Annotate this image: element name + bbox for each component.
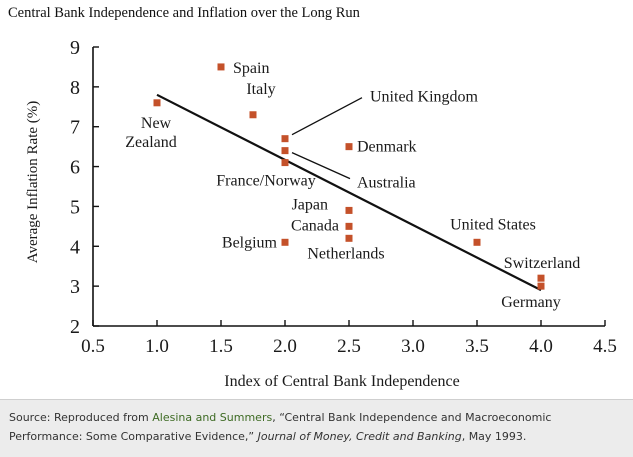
point-label-new-zealand: Zealand (125, 134, 177, 151)
x-tick-label: 0.5 (81, 336, 105, 357)
y-tick-label: 7 (70, 117, 80, 139)
point-label-united-kingdom: United Kingdom (370, 89, 479, 106)
x-tick-label: 1.0 (145, 336, 169, 357)
point-label-united-states: United States (450, 216, 536, 233)
data-point-denmark (345, 143, 353, 151)
point-labels-layer: Spain New Zealand Italy United Kingdom Austra… (125, 60, 580, 311)
data-point-netherlands (345, 234, 353, 242)
y-tick-label: 2 (70, 316, 80, 338)
y-tick-label: 6 (70, 157, 80, 179)
point-label-belgium: Belgium (222, 234, 278, 251)
x-tick-label: 2.0 (273, 336, 297, 357)
x-tick-label: 4.0 (529, 336, 553, 357)
data-point-france-norway (281, 159, 289, 167)
journal-name: Journal of Money, Credit and Banking (257, 430, 462, 443)
data-point-italy (249, 111, 257, 119)
leader-line-australia (291, 152, 351, 180)
point-label-australia: Australia (357, 175, 416, 192)
data-point-germany (537, 282, 545, 290)
source-text: Source: Reproduced from Alesina and Summ… (9, 408, 625, 446)
data-point-belgium (281, 238, 289, 246)
x-tick-label: 4.5 (593, 336, 617, 357)
source-footer: Source: Reproduced from Alesina and Summ… (0, 399, 633, 457)
point-label-new-zealand: New (141, 115, 172, 132)
x-tick-label: 1.5 (209, 336, 233, 357)
points-layer (153, 63, 545, 290)
source-link[interactable]: Alesina and Summers (152, 411, 273, 424)
trend-line (156, 93, 542, 292)
point-label-spain: Spain (233, 60, 269, 77)
x-tick-label: 3.5 (465, 336, 489, 357)
data-point-australia (281, 147, 289, 155)
point-label-switzerland: Switzerland (504, 255, 580, 272)
point-label-italy: Italy (246, 81, 275, 98)
leader-line-united-kingdom (291, 97, 363, 136)
data-point-united-kingdom (281, 135, 289, 143)
x-tick-label: 3.0 (401, 336, 425, 357)
point-label-japan: Japan (292, 196, 328, 213)
point-label-canada: Canada (291, 217, 339, 234)
x-axis-label: Index of Central Bank Independence (224, 373, 459, 390)
source-suffix: , May 1993. (461, 430, 527, 443)
source-middle: , “Central Bank Independence and Macroec… (9, 411, 552, 443)
y-tick-label: 3 (70, 276, 80, 298)
source-prefix: Source: Reproduced from (9, 411, 153, 424)
data-point-new-zealand (153, 99, 161, 107)
chart-title: Central Bank Independence and Inflation … (8, 5, 360, 21)
y-tick-label: 9 (70, 37, 80, 59)
data-point-japan (345, 206, 353, 214)
scatter-chart: 0.5 1.0 1.5 2.0 2.5 3.0 3.5 4.0 4.5 2 3 4 5 6 7 8 9 Spai… (25, 37, 617, 390)
point-label-netherlands: Netherlands (307, 245, 384, 262)
data-point-canada (345, 222, 353, 230)
y-tick-label: 4 (70, 236, 80, 258)
point-label-germany: Germany (501, 294, 561, 311)
y-axis-label: Average Inflation Rate (%) (25, 101, 41, 264)
x-tick-label: 2.5 (337, 336, 361, 357)
data-point-united-states (473, 238, 481, 246)
point-label-denmark: Denmark (357, 139, 417, 156)
data-point-switzerland (537, 274, 545, 282)
y-tick-label: 5 (70, 196, 80, 218)
point-label-france-norway: France/Norway (216, 173, 316, 190)
y-tick-label: 8 (70, 77, 80, 99)
trendline-layer (156, 93, 542, 292)
data-point-spain (217, 63, 225, 71)
axes: 0.5 1.0 1.5 2.0 2.5 3.0 3.5 4.0 4.5 2 3 4 5 6 7 8 9 (70, 37, 617, 357)
